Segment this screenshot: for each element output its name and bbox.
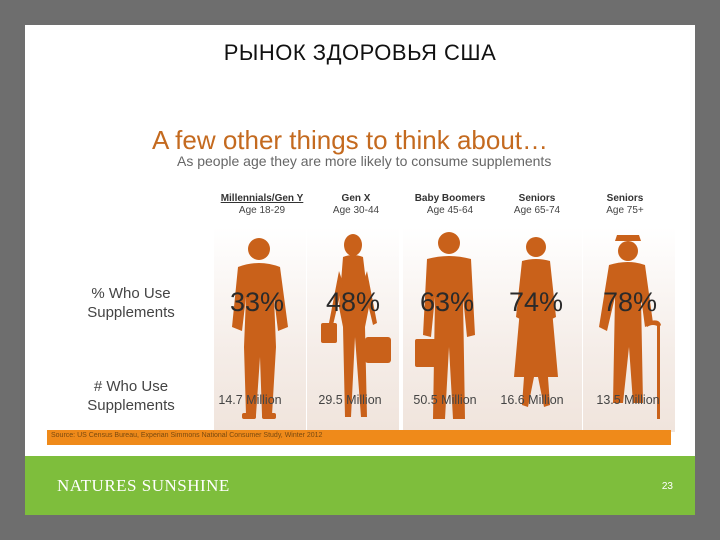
source-bar: Source: US Census Bureau, Experian Simmo… <box>47 430 671 445</box>
brand-logo: NATURES SUNSHINE <box>57 476 230 495</box>
group-name: Baby Boomers <box>414 193 486 204</box>
group-age: Age 65-74 <box>513 205 561 216</box>
page-number: 23 <box>661 481 673 492</box>
person-silhouette-icon <box>490 227 582 432</box>
group-header-boomers: Baby Boomers Age 45-64 <box>395 193 505 216</box>
group-name: Gen X <box>341 193 371 204</box>
row-label-line: Supplements <box>87 304 175 321</box>
percent-value: 74% <box>508 287 564 317</box>
source-note: Source: US Census Bureau, Experian Simmo… <box>51 432 323 439</box>
group-name: Seniors <box>518 193 556 204</box>
row-label-line: Supplements <box>87 397 175 414</box>
group-age: Age 45-64 <box>426 205 474 216</box>
percent-value: 78% <box>602 287 658 317</box>
slide-title: РЫНОК ЗДОРОВЬЯ США <box>223 40 497 65</box>
row-label-count: # Who Use Supplements <box>71 377 191 415</box>
person-silhouette-icon <box>307 227 399 432</box>
group-name: Millennials/Gen Y <box>220 193 304 204</box>
percent-value: 63% <box>419 287 475 317</box>
count-value: 13.5 Million <box>596 393 660 407</box>
group-header-seniors-65: Seniors Age 65-74 <box>482 193 592 216</box>
percent-value: 48% <box>325 287 381 317</box>
person-silhouette-icon <box>214 227 306 432</box>
person-silhouette-icon <box>583 227 675 432</box>
group-header-genx: Gen X Age 30-44 <box>301 193 411 216</box>
count-value: 50.5 Million <box>413 393 477 407</box>
row-label-percent: % Who Use Supplements <box>71 284 191 322</box>
person-silhouette-icon <box>403 227 495 432</box>
group-age: Age 30-44 <box>332 205 380 216</box>
row-label-line: # Who Use <box>93 378 169 395</box>
row-label-line: % Who Use <box>91 285 171 302</box>
slide: РЫНОК ЗДОРОВЬЯ США A few other things to… <box>25 25 695 515</box>
subhead: As people age they are more likely to co… <box>177 153 552 169</box>
group-header-seniors-75: Seniors Age 75+ <box>570 193 680 216</box>
footer: NATURES SUNSHINE 23 <box>25 456 695 515</box>
percent-value: 33% <box>229 287 285 317</box>
count-value: 16.6 Million <box>500 393 564 407</box>
group-age: Age 75+ <box>606 205 644 216</box>
count-value: 14.7 Million <box>218 393 282 407</box>
group-header-millennials: Millennials/Gen Y Age 18-29 <box>207 193 317 216</box>
headline: A few other things to think about… <box>152 125 549 155</box>
group-name: Seniors <box>606 193 644 204</box>
group-age: Age 18-29 <box>238 205 286 216</box>
count-value: 29.5 Million <box>318 393 382 407</box>
